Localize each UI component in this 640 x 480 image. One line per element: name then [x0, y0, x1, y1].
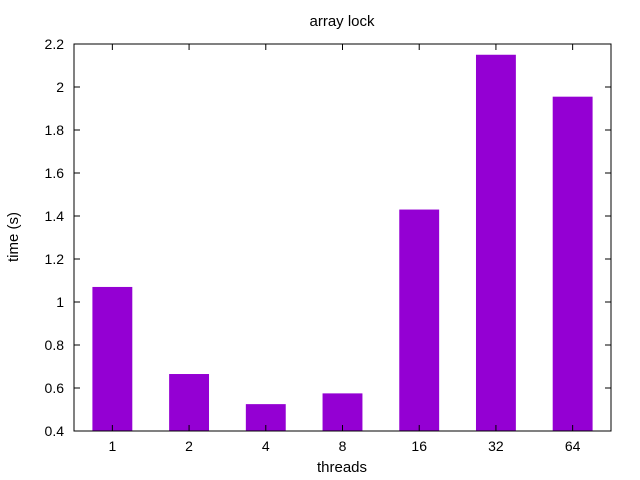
bars-group	[92, 54, 593, 432]
y-tick-label: 1.4	[45, 208, 65, 224]
ticks-group: 1 2 4 8 16 32 64 0.4 0.6 0.8 1 1.2 1.4 1.6 1.8 2 2.2	[45, 36, 611, 454]
bar-2	[169, 374, 210, 431]
x-tick-label: 1	[108, 438, 116, 454]
x-axis-title: threads	[317, 459, 367, 476]
plot-frame	[73, 43, 612, 432]
bar-16	[399, 209, 440, 431]
y-tick-label: 0.6	[45, 380, 65, 396]
chart-title: array lock	[309, 13, 375, 30]
bar-64	[552, 96, 593, 432]
x-tick-label: 64	[565, 438, 581, 454]
y-tick-label: 1	[56, 294, 64, 310]
y-tick-label: 2	[56, 79, 64, 95]
y-tick-label: 1.6	[45, 165, 65, 181]
bar-1	[92, 286, 133, 431]
x-tick-label: 32	[488, 438, 504, 454]
bar-32	[475, 54, 516, 431]
y-tick-label: 0.8	[45, 337, 65, 353]
x-tick-label: 16	[411, 438, 427, 454]
y-tick-label: 1.2	[45, 251, 65, 267]
y-tick-label: 1.8	[45, 122, 65, 138]
y-tick-label: 2.2	[45, 36, 65, 52]
x-tick-label: 8	[339, 438, 347, 454]
bar-8	[322, 393, 363, 432]
x-tick-label: 4	[262, 438, 270, 454]
x-tick-label: 2	[185, 438, 193, 454]
y-axis-title: time (s)	[5, 212, 22, 262]
y-tick-label: 0.4	[45, 423, 65, 439]
